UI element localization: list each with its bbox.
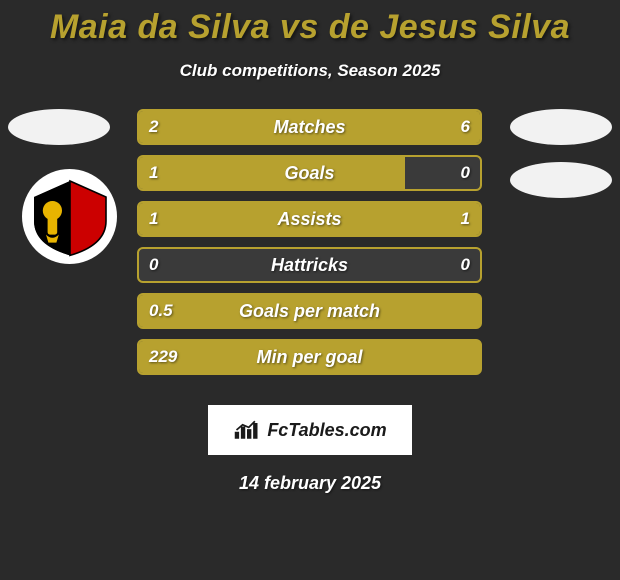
- player-right-avatar-2: [510, 162, 612, 198]
- stat-label: Goals: [139, 157, 480, 189]
- page-subtitle: Club competitions, Season 2025: [0, 61, 620, 81]
- stat-label: Assists: [139, 203, 480, 235]
- stat-row: 26Matches: [137, 109, 482, 145]
- player-left-avatar: [8, 109, 110, 145]
- stat-row: 10Goals: [137, 155, 482, 191]
- stat-label: Min per goal: [139, 341, 480, 373]
- stat-label: Hattricks: [139, 249, 480, 281]
- stat-row: 00Hattricks: [137, 247, 482, 283]
- stat-label: Matches: [139, 111, 480, 143]
- infographic-date: 14 february 2025: [0, 473, 620, 494]
- comparison-infographic: Maia da Silva vs de Jesus Silva Club com…: [0, 0, 620, 580]
- page-title: Maia da Silva vs de Jesus Silva: [0, 0, 620, 47]
- brand-badge: FcTables.com: [208, 405, 412, 455]
- stat-row: 0.5Goals per match: [137, 293, 482, 329]
- stat-row: 229Min per goal: [137, 339, 482, 375]
- club-badge-left: [22, 169, 117, 264]
- stats-arena: 26Matches 10Goals 11Assists 00Hattricks 0.5G…: [0, 109, 620, 389]
- stat-label: Goals per match: [139, 295, 480, 327]
- brand-text: FcTables.com: [267, 420, 386, 441]
- shield-icon: [30, 177, 110, 257]
- stat-row: 11Assists: [137, 201, 482, 237]
- stat-bars: 26Matches 10Goals 11Assists 00Hattricks 0.5G…: [137, 109, 482, 385]
- brand-chart-icon: [233, 419, 261, 441]
- player-right-avatar: [510, 109, 612, 145]
